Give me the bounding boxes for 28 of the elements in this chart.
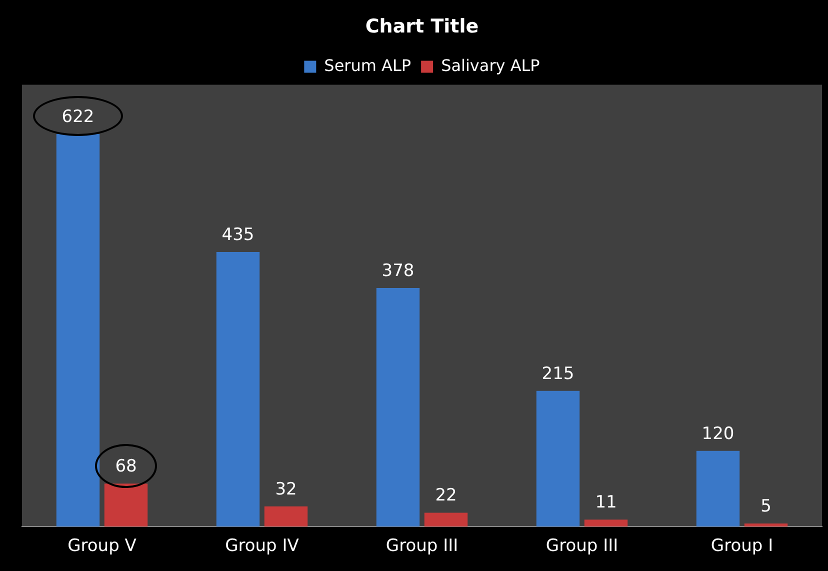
data-label: 11 [595,492,617,513]
bar [376,288,420,527]
bar [584,520,628,527]
bar [696,450,740,527]
bar [56,134,100,527]
chart-title: Chart Title [365,15,479,38]
bar [264,506,308,527]
x-tick-label: Group III [386,536,458,556]
data-label: 435 [222,224,254,245]
bar [536,390,580,527]
x-tick-label: Group III [546,536,618,556]
data-label: 5 [760,496,772,516]
data-label: 378 [382,260,414,281]
bar [104,484,148,527]
legend-label: Serum ALP [324,56,412,75]
data-label: 120 [702,424,734,444]
legend-label: Salivary ALP [441,56,540,75]
data-label: 622 [62,106,94,127]
bar [424,512,468,527]
data-label: 215 [542,364,574,384]
data-label: 32 [275,479,297,500]
x-tick-label: Group I [710,536,774,556]
x-tick-label: Group IV [225,536,300,556]
data-label: 22 [435,486,457,506]
x-tick-label: Group V [68,536,137,556]
bar [216,252,260,527]
data-label: 68 [115,456,137,477]
bar [744,523,788,527]
